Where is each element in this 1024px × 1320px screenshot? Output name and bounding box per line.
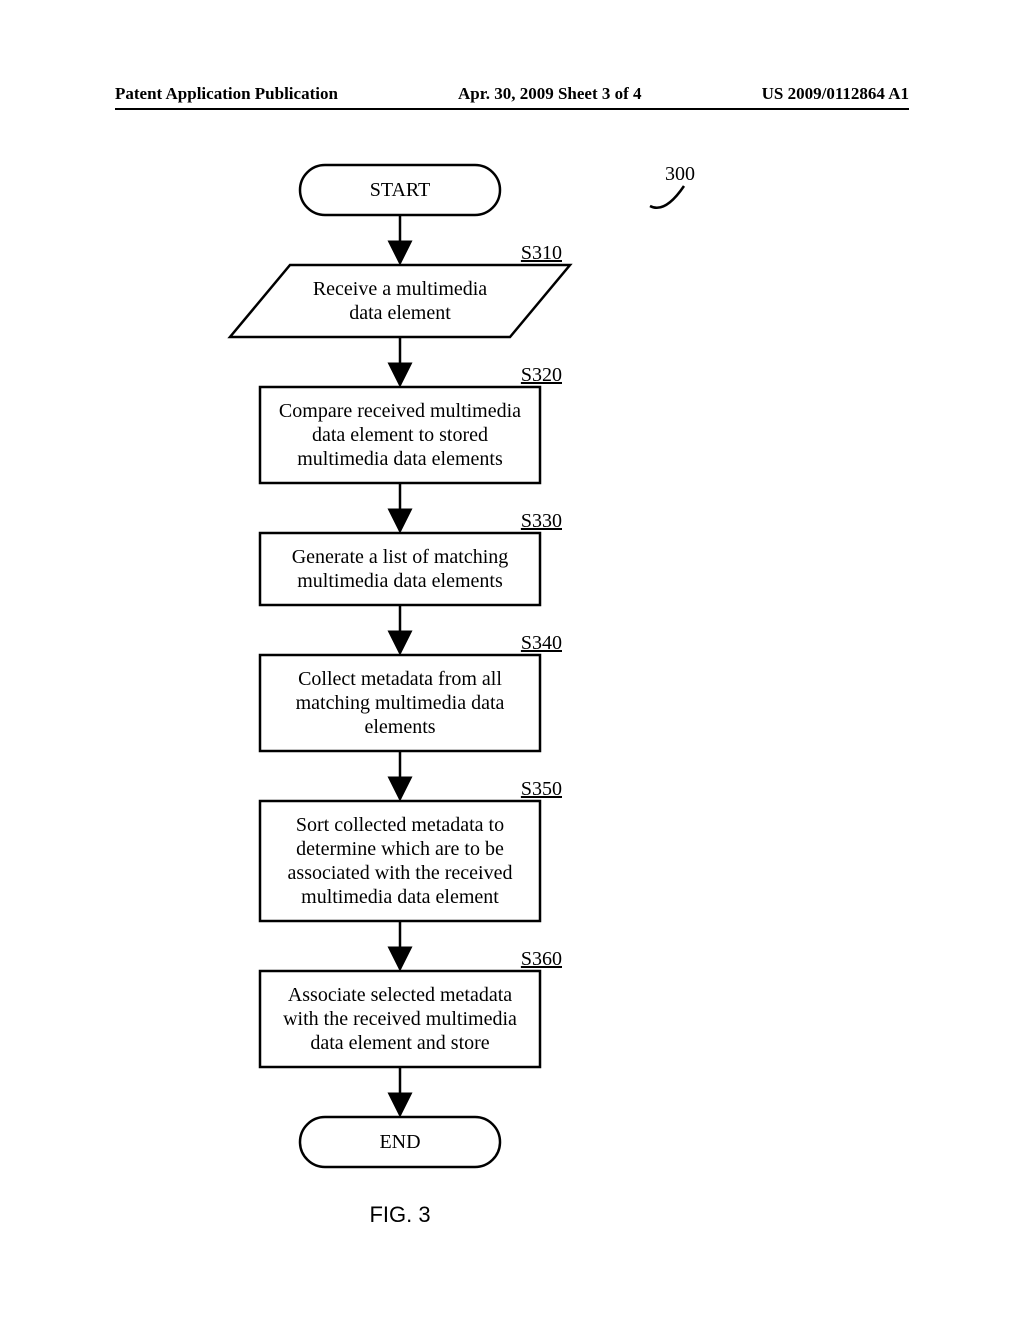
- flow-node-text: associated with the received: [288, 862, 513, 884]
- step-label-s360: S360: [521, 948, 562, 970]
- step-label-s310: S310: [521, 242, 562, 264]
- step-label-s350: S350: [521, 778, 562, 800]
- flow-node-text: END: [379, 1131, 420, 1153]
- flow-node-text: Generate a list of matching: [292, 546, 509, 568]
- flow-node-text: matching multimedia data: [296, 692, 505, 714]
- flow-node-text: elements: [364, 716, 435, 738]
- figure-ref-number: 300: [665, 163, 695, 185]
- page: Patent Application Publication Apr. 30, …: [0, 0, 1024, 1320]
- flow-node-s310: [230, 265, 570, 337]
- header-right: US 2009/0112864 A1: [762, 84, 909, 104]
- header-left: Patent Application Publication: [115, 84, 338, 104]
- header-rule: [115, 108, 909, 110]
- flow-node-text: multimedia data elements: [297, 448, 503, 470]
- header-center: Apr. 30, 2009 Sheet 3 of 4: [458, 84, 642, 104]
- flow-node-text: Sort collected metadata to: [296, 814, 504, 836]
- step-label-s340: S340: [521, 632, 562, 654]
- flow-node-text: Associate selected metadata: [288, 984, 512, 1006]
- step-label-s330: S330: [521, 510, 562, 532]
- flowchart-container: START Receive a multimediadata element S31…: [0, 150, 1024, 1247]
- flow-node-text: multimedia data elements: [297, 570, 503, 592]
- flow-node-text: with the received multimedia: [283, 1008, 517, 1030]
- step-label-s320: S320: [521, 364, 562, 386]
- flow-node-text: START: [370, 179, 431, 201]
- flow-node-text: data element: [349, 302, 451, 324]
- flow-node-s330: [260, 533, 540, 605]
- flowchart-svg: START Receive a multimediadata element S31…: [0, 150, 1024, 1247]
- flow-node-text: data element and store: [310, 1032, 489, 1054]
- flow-node-text: multimedia data element: [301, 886, 499, 908]
- flow-node-text: Compare received multimedia: [279, 400, 521, 422]
- flow-node-text: determine which are to be: [296, 838, 504, 860]
- figure-caption: FIG. 3: [369, 1202, 430, 1227]
- figure-ref-tick: [650, 186, 684, 208]
- flow-node-text: Receive a multimedia: [313, 278, 487, 300]
- page-header: Patent Application Publication Apr. 30, …: [0, 84, 1024, 104]
- flow-node-text: Collect metadata from all: [298, 668, 502, 690]
- flow-node-text: data element to stored: [312, 424, 488, 446]
